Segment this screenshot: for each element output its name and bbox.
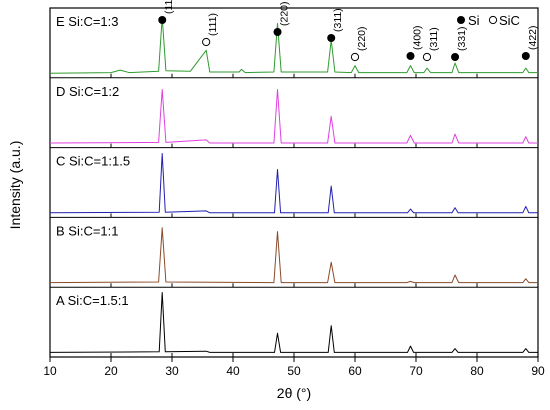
sic-peak-marker: [350, 52, 360, 62]
x-tick-label: 70: [409, 364, 423, 378]
x-tick-label: 50: [287, 364, 301, 378]
traces-layer: [49, 16, 538, 353]
hkl-label: (311): [332, 8, 344, 32]
si-peak-marker: [521, 52, 530, 60]
x-tick-label: 40: [226, 364, 240, 378]
x-axis: 10 20 30 40 50 60 70 80 90: [43, 357, 545, 378]
legend: Si SiC: [457, 13, 520, 28]
legend-si-label: Si: [468, 13, 480, 28]
x-tick-label: 90: [531, 364, 545, 378]
sic-peak-marker: [422, 52, 432, 62]
markers-layer: [158, 16, 530, 62]
series-label: E Si:C=1:3: [56, 14, 119, 29]
series-label: A Si:C=1.5:1: [56, 293, 129, 308]
series-line: [49, 227, 538, 284]
hkl-label: (111): [163, 0, 175, 14]
x-tick-label: 10: [43, 364, 57, 378]
x-tick-label: 60: [348, 364, 362, 378]
x-tick-label: 80: [470, 364, 484, 378]
x-axis-title: 2θ (°): [277, 385, 311, 401]
si-peak-marker: [158, 16, 167, 24]
x-tick-label: 20: [104, 364, 118, 378]
legend-sic-marker: [488, 15, 498, 25]
series-line: [49, 153, 538, 214]
hkl-label: (220): [279, 1, 291, 26]
series-label: C Si:C=1:1.5: [56, 154, 130, 169]
hkl-label: (422): [527, 25, 539, 50]
y-axis-title: Intensity (a.u.): [7, 141, 23, 230]
hkl-label: (111): [207, 13, 219, 36]
hkl-label: (400): [412, 25, 424, 50]
series-label: D Si:C=1:2: [56, 84, 119, 99]
si-peak-marker: [327, 34, 336, 42]
x-tick-label: 30: [165, 364, 179, 378]
si-peak-marker: [451, 53, 460, 61]
series-label: B Si:C=1:1: [56, 223, 119, 238]
hkl-label: (220): [356, 26, 368, 51]
series-line: [49, 89, 538, 144]
hkl-label: (331): [456, 26, 468, 51]
hkl-labels-layer: (111) (111) (220) (311) (220) (400) (311) (331)…: [163, 0, 539, 51]
si-peak-marker: [406, 52, 415, 60]
series-line: [49, 292, 538, 353]
legend-si-marker: [457, 16, 465, 24]
sic-peak-marker: [202, 37, 211, 47]
panel-labels-layer: E Si:C=1:3 D Si:C=1:2 C Si:C=1:1.5 B Si:C=1…: [56, 14, 130, 308]
legend-sic-label: SiC: [499, 13, 520, 28]
si-peak-marker: [273, 28, 282, 36]
hkl-label: (311): [428, 27, 440, 51]
